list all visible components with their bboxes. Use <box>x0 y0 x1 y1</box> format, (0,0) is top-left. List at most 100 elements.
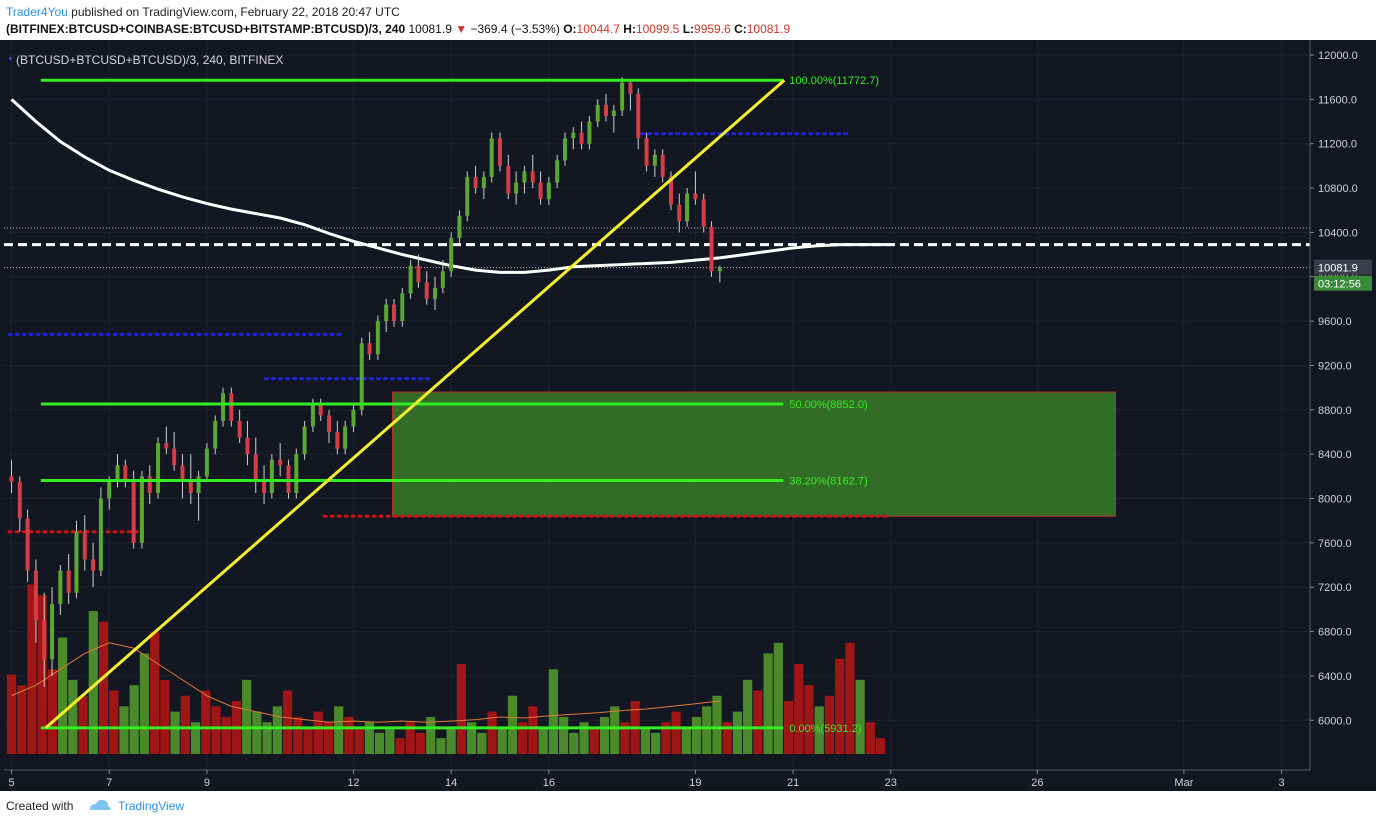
volume-bar <box>354 727 364 754</box>
candle-body <box>359 343 364 410</box>
candle-body <box>489 138 494 177</box>
candle-body <box>595 104 600 122</box>
chart-header: Trader4You published on TradingView.com,… <box>0 0 1376 40</box>
candle-body <box>506 165 511 194</box>
volume-bar <box>282 690 293 754</box>
volume-bar <box>559 716 569 754</box>
countdown-bg <box>1314 275 1372 291</box>
fib-level-label: 50.00%(8852.0) <box>789 399 867 411</box>
chart-area[interactable]: 100.00%(11772.7) 50.00%(8852.0) 38.20%(816… <box>0 40 1376 791</box>
time-axis-bg <box>0 770 1376 791</box>
candle-body <box>50 603 55 660</box>
price-tick-label: 7600.0 <box>1318 538 1352 550</box>
volume-bar <box>855 679 865 754</box>
volume-bar <box>6 674 17 754</box>
volume-bar <box>773 642 783 754</box>
author-link[interactable]: Trader4You <box>6 5 68 19</box>
price-axis[interactable]: 12000.011600.011200.010800.010400.010000… <box>1309 40 1376 791</box>
volume-bar <box>385 727 395 754</box>
time-tick-label: 21 <box>787 777 799 789</box>
time-tick-label: 19 <box>689 777 701 789</box>
candles <box>9 77 722 688</box>
candle-body <box>571 132 576 139</box>
candle-body <box>604 104 609 116</box>
time-tick-label: 7 <box>106 777 112 789</box>
candle-body <box>229 393 234 421</box>
candle-body <box>335 431 340 449</box>
candle-body <box>82 531 87 560</box>
candle-body <box>433 287 438 299</box>
time-tick-label: 5 <box>8 777 14 789</box>
candle-body <box>424 282 429 299</box>
candle-body <box>269 459 274 493</box>
volume-bar <box>456 664 466 754</box>
tradingview-link[interactable]: TradingView <box>118 799 185 813</box>
candle-body <box>33 570 38 621</box>
volume-bar <box>395 738 405 754</box>
candle-body <box>294 454 299 493</box>
volume-bar <box>160 679 170 754</box>
price-tick-label: 11600.0 <box>1318 94 1357 106</box>
volume-bar <box>671 711 681 754</box>
candle-body <box>400 293 405 322</box>
price-tick-label: 12000.0 <box>1318 50 1358 62</box>
volume-bar <box>446 727 456 754</box>
volume-bar <box>804 685 814 754</box>
volume-bar <box>190 722 201 754</box>
price-tick-label: 8800.0 <box>1318 405 1352 417</box>
candle-body <box>555 160 560 183</box>
candle-body <box>318 404 323 416</box>
candle-body <box>147 476 152 493</box>
symbol-name: (BITFINEX:BTCUSD+COINBASE:BTCUSD+BITSTAM… <box>6 22 406 36</box>
chart-title: (BTCUSD+BTCUSD+BTCUSD)/3, 240, BITFINEX <box>16 53 283 67</box>
candle-body <box>196 476 201 493</box>
volume-bar <box>487 711 497 754</box>
volume-bar <box>845 642 855 754</box>
published-text: published on TradingView.com, February 2… <box>71 5 400 19</box>
candle-body <box>636 93 641 139</box>
open-label: O: <box>563 22 577 36</box>
candle-body <box>9 476 14 482</box>
time-tick-label: 14 <box>445 777 457 789</box>
candle-body <box>351 409 356 427</box>
candle-body <box>579 132 584 144</box>
legend-marker <box>9 57 12 60</box>
price-tick-label: 10400.0 <box>1318 227 1358 239</box>
volume-bar <box>497 727 507 754</box>
price-tick-label: 11200.0 <box>1318 139 1357 151</box>
time-tick-label: 16 <box>543 777 555 789</box>
volume-bar <box>589 727 599 754</box>
fib-level-label: 0.00%(5931.2) <box>789 723 861 735</box>
candle-body <box>327 415 332 432</box>
time-tick-label: 12 <box>347 777 359 789</box>
volume-bar <box>661 722 671 754</box>
chart-svg[interactable]: 100.00%(11772.7) 50.00%(8852.0) 38.20%(816… <box>0 40 1376 791</box>
fib-retracement[interactable]: 100.00%(11772.7) 50.00%(8852.0) 38.20%(816… <box>40 75 879 735</box>
candle-body <box>391 304 396 322</box>
price-tick-label: 9600.0 <box>1318 316 1352 328</box>
candle-body <box>74 531 79 593</box>
candle-body <box>546 182 551 200</box>
volume-bar <box>743 679 753 754</box>
candle-body <box>253 454 258 482</box>
volume-bar <box>640 727 651 754</box>
volume-bar <box>783 701 794 754</box>
volume-bar <box>620 722 630 754</box>
volume-bar <box>610 706 620 754</box>
time-axis[interactable]: 5 7 9 12 14 16 19 21 23 26 Mar 3 <box>0 769 1376 791</box>
price-tick-label: 7200.0 <box>1318 582 1352 594</box>
candle-body <box>164 443 169 449</box>
candle-body <box>375 321 380 355</box>
candle-body <box>538 182 543 200</box>
volume-bar <box>58 637 68 754</box>
volume-bar <box>303 727 313 754</box>
price-tick-label: 6000.0 <box>1318 715 1352 727</box>
candle-body <box>384 304 389 322</box>
candle-body <box>701 199 706 227</box>
trend-line[interactable] <box>44 79 786 730</box>
candle-body <box>652 154 657 166</box>
volume-bar <box>507 695 518 754</box>
candle-body <box>98 498 103 571</box>
candle-body <box>310 404 315 427</box>
fib-level-label: 100.00%(11772.7) <box>789 75 879 87</box>
